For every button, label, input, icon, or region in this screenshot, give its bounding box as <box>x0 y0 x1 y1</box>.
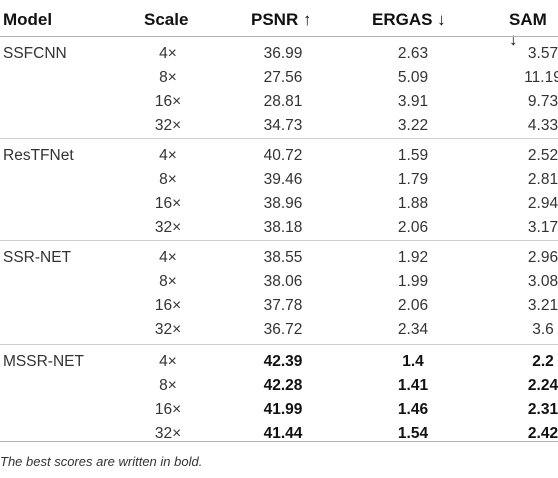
scale-cell: 8× <box>159 171 177 188</box>
header-rule <box>0 36 558 37</box>
scale-cell: 8× <box>159 69 177 86</box>
sam-cell: 2.42 <box>527 425 558 442</box>
sam-cell: 4.33 <box>527 117 558 134</box>
table-header: Model Scale PSNR ↑ ERGAS ↓ SAM ↓ <box>0 0 558 49</box>
ergas-cell: 1.79 <box>397 171 429 188</box>
psnr-cell: 38.96 <box>263 195 303 212</box>
sam-cell: 3.6 <box>532 321 554 338</box>
ergas-cell: 3.22 <box>397 117 429 134</box>
ergas-cell: 1.54 <box>397 425 429 442</box>
ergas-cell: 5.09 <box>397 69 429 86</box>
bottom-rule <box>0 441 558 442</box>
psnr-cell: 38.55 <box>263 249 303 266</box>
psnr-cell: 38.18 <box>263 219 303 236</box>
ergas-cell: 2.63 <box>397 45 429 62</box>
psnr-cell: 34.73 <box>263 117 303 134</box>
psnr-cell: 41.99 <box>263 401 303 418</box>
sam-cell: 2.94 <box>527 195 558 212</box>
scale-cell: 16× <box>154 401 182 418</box>
table-footnote: The best scores are written in bold. <box>0 454 203 469</box>
scale-cell: 32× <box>154 219 182 236</box>
scale-cell: 8× <box>159 377 177 394</box>
group-divider <box>0 344 558 345</box>
scale-cell: 4× <box>159 353 177 370</box>
psnr-cell: 38.06 <box>263 273 303 290</box>
ergas-cell: 1.99 <box>397 273 429 290</box>
psnr-cell: 27.56 <box>263 69 303 86</box>
sam-cell: 3.08 <box>527 273 558 290</box>
header-ergas: ERGAS ↓ <box>372 10 446 29</box>
psnr-cell: 37.78 <box>263 297 303 314</box>
scale-cell: 32× <box>154 117 182 134</box>
ergas-cell: 3.91 <box>397 93 429 110</box>
scale-cell: 32× <box>154 425 182 442</box>
psnr-cell: 42.39 <box>263 353 303 370</box>
model-name: SSFCNN <box>3 45 67 62</box>
model-name: SSR-NET <box>3 249 72 266</box>
sam-cell: 9.73 <box>527 93 558 110</box>
scale-cell: 16× <box>154 195 182 212</box>
psnr-cell: 28.81 <box>263 93 303 110</box>
group-divider <box>0 138 558 139</box>
ergas-cell: 1.59 <box>397 147 429 164</box>
model-name: MSSR-NET <box>3 353 84 370</box>
group-divider <box>0 240 558 241</box>
sam-cell: 2.24 <box>527 377 558 394</box>
scale-cell: 32× <box>154 321 182 338</box>
header-model: Model <box>3 10 53 29</box>
sam-cell: 2.96 <box>527 249 558 266</box>
ergas-cell: 1.4 <box>402 353 424 370</box>
scale-cell: 4× <box>159 45 177 62</box>
sam-cell: 2.31 <box>527 401 558 418</box>
psnr-cell: 40.72 <box>263 147 303 164</box>
sam-cell: 3.57 <box>527 45 558 62</box>
scale-cell: 8× <box>159 273 177 290</box>
ergas-cell: 1.88 <box>397 195 429 212</box>
ergas-cell: 2.34 <box>397 321 429 338</box>
sam-cell: 11.19 <box>524 69 558 86</box>
ergas-cell: 1.46 <box>397 401 429 418</box>
model-name: ResTFNet <box>3 147 74 164</box>
scale-cell: 16× <box>154 93 182 110</box>
sam-cell: 2.81 <box>527 171 558 188</box>
header-sam: SAM ↓ <box>509 10 547 49</box>
scale-cell: 4× <box>159 249 177 266</box>
sam-cell: 3.21 <box>527 297 558 314</box>
header-psnr: PSNR ↑ <box>251 10 312 29</box>
ergas-cell: 1.92 <box>397 249 429 266</box>
psnr-cell: 36.99 <box>263 45 303 62</box>
psnr-cell: 36.72 <box>263 321 303 338</box>
scale-cell: 16× <box>154 297 182 314</box>
header-scale: Scale <box>144 10 189 29</box>
sam-cell: 2.2 <box>532 353 554 370</box>
sam-cell: 2.52 <box>527 147 558 164</box>
ergas-cell: 2.06 <box>397 219 429 236</box>
psnr-cell: 41.44 <box>263 425 303 442</box>
sam-cell: 3.17 <box>527 219 558 236</box>
ergas-cell: 2.06 <box>397 297 429 314</box>
ergas-cell: 1.41 <box>397 377 429 394</box>
scale-cell: 4× <box>159 147 177 164</box>
psnr-cell: 39.46 <box>263 171 303 188</box>
psnr-cell: 42.28 <box>263 377 303 394</box>
